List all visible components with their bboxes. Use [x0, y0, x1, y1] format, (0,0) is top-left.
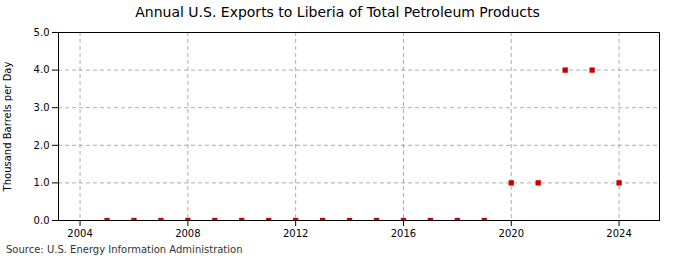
svg-text:2020: 2020	[499, 228, 524, 239]
svg-text:2.0: 2.0	[34, 140, 50, 151]
svg-text:5.0: 5.0	[34, 27, 50, 38]
svg-text:Thousand Barrels per Day: Thousand Barrels per Day	[2, 62, 13, 193]
svg-text:3.0: 3.0	[34, 102, 50, 113]
svg-text:2008: 2008	[175, 228, 200, 239]
svg-text:1.0: 1.0	[34, 177, 50, 188]
html-text:Annual U.S. Exports to Liberia: Annual U.S. Exports to Liberia of Total …	[135, 4, 540, 20]
svg-text:2024: 2024	[606, 228, 631, 239]
html-text:Source: U.S. Energy Informatio: Source: U.S. Energy Information Administ…	[6, 244, 243, 255]
svg-text:2016: 2016	[391, 228, 416, 239]
svg-text:2012: 2012	[283, 228, 308, 239]
svg-text:0.0: 0.0	[34, 215, 50, 226]
svg-text:4.0: 4.0	[34, 64, 50, 75]
svg-text:2004: 2004	[67, 228, 92, 239]
